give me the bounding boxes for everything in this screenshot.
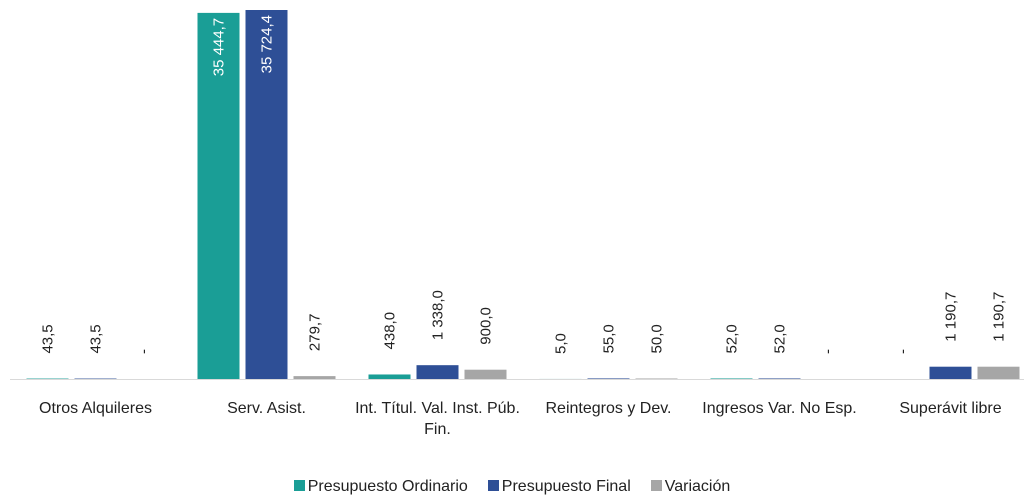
x-tick-label: Reintegros y Dev. [545, 400, 672, 417]
bar [245, 10, 288, 379]
bar [710, 378, 753, 379]
bar [929, 366, 972, 379]
legend-label: Presupuesto Ordinario [307, 478, 468, 495]
legend-item: Variación [650, 478, 731, 496]
x-tick-label: Otros Alquileres [39, 400, 152, 417]
data-label: - [895, 349, 912, 354]
data-label: 1 190,7 [991, 292, 1008, 342]
data-label: 52,0 [772, 324, 789, 353]
legend-item: Presupuesto Ordinario [293, 478, 468, 496]
data-label: 35 444,7 [211, 18, 228, 76]
data-label: 43,5 [88, 324, 105, 353]
data-label: 52,0 [724, 324, 741, 353]
legend-swatch [650, 480, 662, 491]
data-label: 35 724,4 [259, 15, 276, 73]
data-label: 50,0 [649, 324, 666, 353]
legend-swatch [293, 480, 305, 491]
data-label: 279,7 [307, 314, 324, 352]
x-tick-label: Serv. Asist. [227, 400, 306, 417]
data-label: 438,0 [382, 312, 399, 350]
data-label: 5,0 [553, 333, 570, 354]
bar [977, 366, 1020, 379]
legend-swatch [487, 480, 499, 491]
data-label: - [136, 349, 153, 354]
bar [368, 374, 411, 379]
bar [758, 378, 801, 379]
bar [293, 376, 336, 379]
x-tick-label: Ingresos Var. No Esp. [702, 400, 857, 417]
legend-label: Variación [664, 478, 731, 495]
bar [416, 365, 459, 379]
bar [464, 369, 507, 379]
data-label: - [820, 349, 837, 354]
bar [587, 378, 630, 379]
bar [635, 378, 678, 379]
data-label: 1 338,0 [430, 290, 447, 340]
data-label: 55,0 [601, 324, 618, 353]
data-label: 900,0 [478, 307, 495, 345]
data-label: 1 190,7 [943, 292, 960, 342]
legend: Presupuesto Ordinario Presupuesto Final Va… [0, 478, 1024, 496]
legend-label: Presupuesto Final [501, 478, 631, 495]
x-tick-label: Int. Títul. Val. Inst. Púb. Fin. [355, 400, 520, 438]
data-label: 43,5 [40, 324, 57, 353]
plot-area: 43,5 43,5 - 35 444,7 35 724,4 279,7 438,0 1 338… [10, 10, 1024, 380]
bar [197, 12, 240, 380]
legend-item: Presupuesto Final [487, 478, 631, 496]
x-tick-label: Superávit libre [899, 400, 1002, 417]
